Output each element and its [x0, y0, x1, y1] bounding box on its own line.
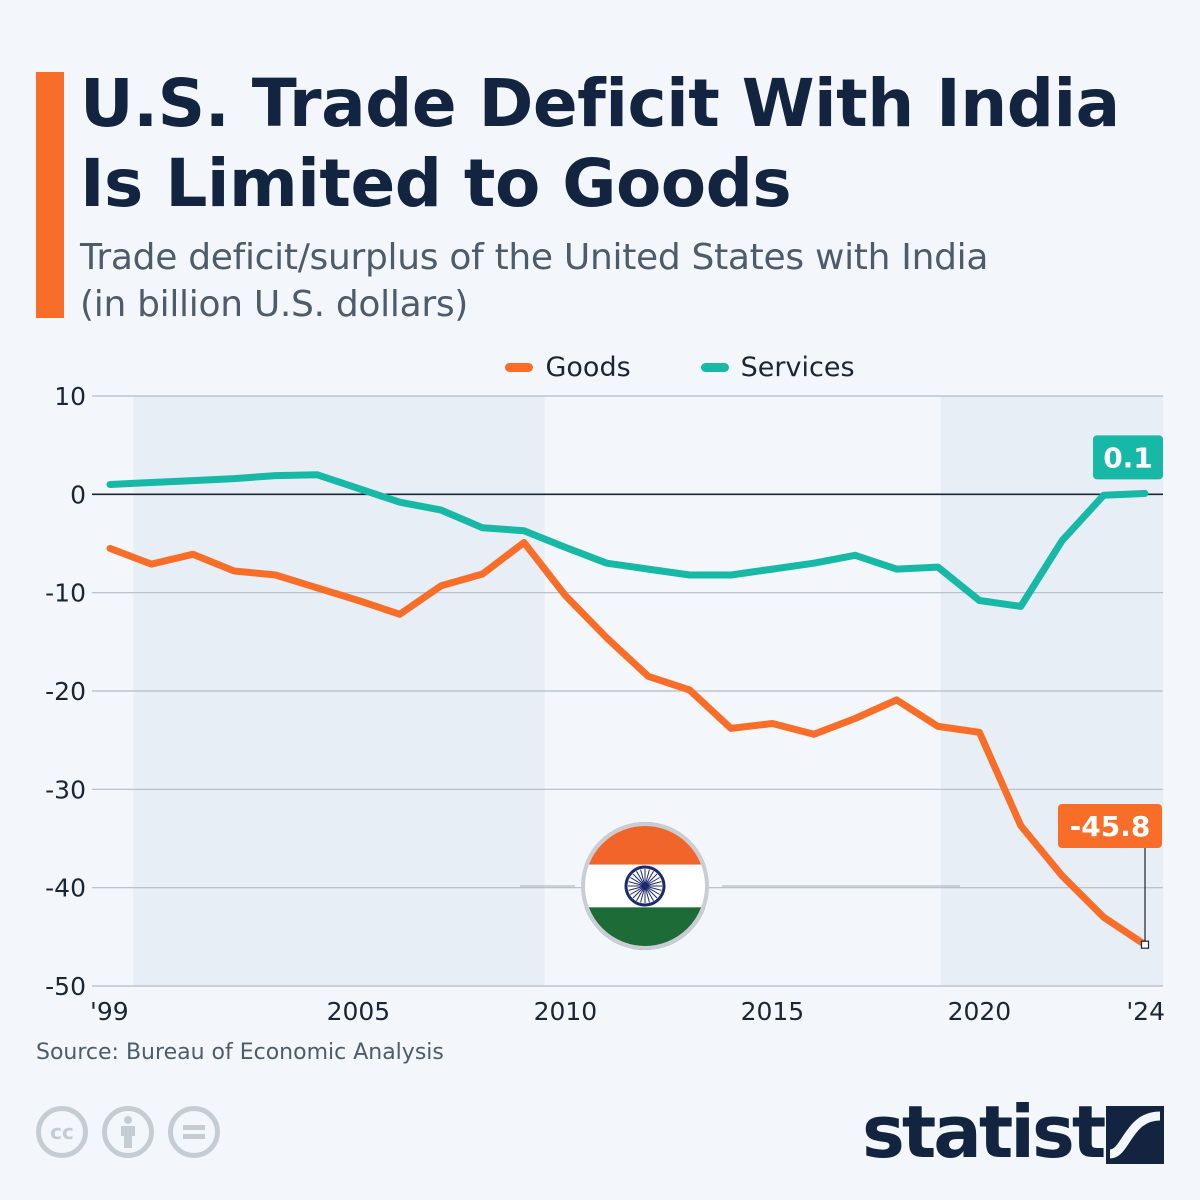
legend-swatch-goods: [505, 363, 534, 372]
goods-end-marker: [1140, 940, 1150, 949]
x-axis-ticks: '99 2005 2010 2015 2020 '24: [90, 997, 1165, 1026]
goods-end-label-box: [1058, 804, 1162, 848]
legend: Goods Services: [0, 352, 1200, 383]
statista-logo[interactable]: statista: [862, 1090, 1152, 1174]
goods-end-label: -45.8: [1070, 810, 1151, 843]
y-axis-ticks: 10 0 -10 -20 -30 -40 -50: [45, 382, 86, 1001]
subtitle-line-1: Trade deficit/surplus of the United Stat…: [80, 237, 989, 278]
equals-glyph: [183, 1125, 205, 1139]
y-tick-label: -30: [45, 775, 86, 804]
line-chart: 10 0 -10 -20 -30 -40 -50 '99 2005 2010 2015 2020 '2…: [45, 382, 1165, 1026]
source-note: Source: Bureau of Economic Analysis: [36, 1040, 444, 1065]
y-tick-label: -50: [45, 972, 86, 1001]
legend-item-services[interactable]: Services: [665, 352, 855, 383]
y-tick-label: -20: [45, 677, 86, 706]
services-end-label: 0.1: [1103, 441, 1153, 474]
chakra-hub: [642, 883, 648, 889]
x-tick-label: 2020: [948, 997, 1012, 1026]
end-labels: 0.1 -45.8: [1058, 435, 1163, 949]
x-tick-label: '99: [90, 997, 129, 1026]
legend-item-goods[interactable]: Goods: [345, 352, 631, 383]
legend-swatch-services: [700, 363, 729, 372]
x-tick-label: '24: [1126, 997, 1165, 1026]
title-line-2: Is Limited to Goods: [80, 145, 792, 222]
legend-label-services: Services: [740, 352, 855, 383]
statista-logo-mark-icon: [1106, 1106, 1164, 1164]
flag-rim: [581, 822, 709, 950]
title-line-1: U.S. Trade Deficit With India: [80, 65, 1120, 142]
ashoka-chakra: [624, 865, 666, 907]
cc-icon[interactable]: cc: [36, 1106, 88, 1158]
legend-label-goods: Goods: [545, 352, 631, 383]
x-tick-label: 2015: [741, 997, 805, 1026]
cc-text: cc: [50, 1120, 74, 1144]
series-line-goods[interactable]: [106, 539, 1149, 949]
services-end-label-box: [1093, 435, 1163, 480]
x-tick-label: 2005: [327, 997, 391, 1026]
chart-subtitle: Trade deficit/surplus of the United Stat…: [80, 234, 1130, 328]
no-derivatives-icon[interactable]: [168, 1106, 220, 1158]
y-tick-label: 10: [54, 382, 86, 411]
chart-title: U.S. Trade Deficit With India Is Limited…: [80, 64, 1130, 224]
india-flag-icon: [520, 822, 960, 950]
y-tick-label: 0: [70, 480, 86, 509]
x-tick-label: 2010: [534, 997, 598, 1026]
license-icons: cc: [36, 1106, 220, 1158]
y-tick-label: -40: [45, 874, 86, 903]
series-line-services[interactable]: [106, 471, 1149, 610]
attribution-icon[interactable]: [102, 1106, 154, 1158]
title-accent-bar: [36, 72, 64, 318]
y-tick-label: -10: [45, 579, 86, 608]
series-lines: [106, 471, 1149, 949]
subtitle-line-2: (in billion U.S. dollars): [80, 284, 469, 325]
person-glyph: [121, 1116, 135, 1148]
